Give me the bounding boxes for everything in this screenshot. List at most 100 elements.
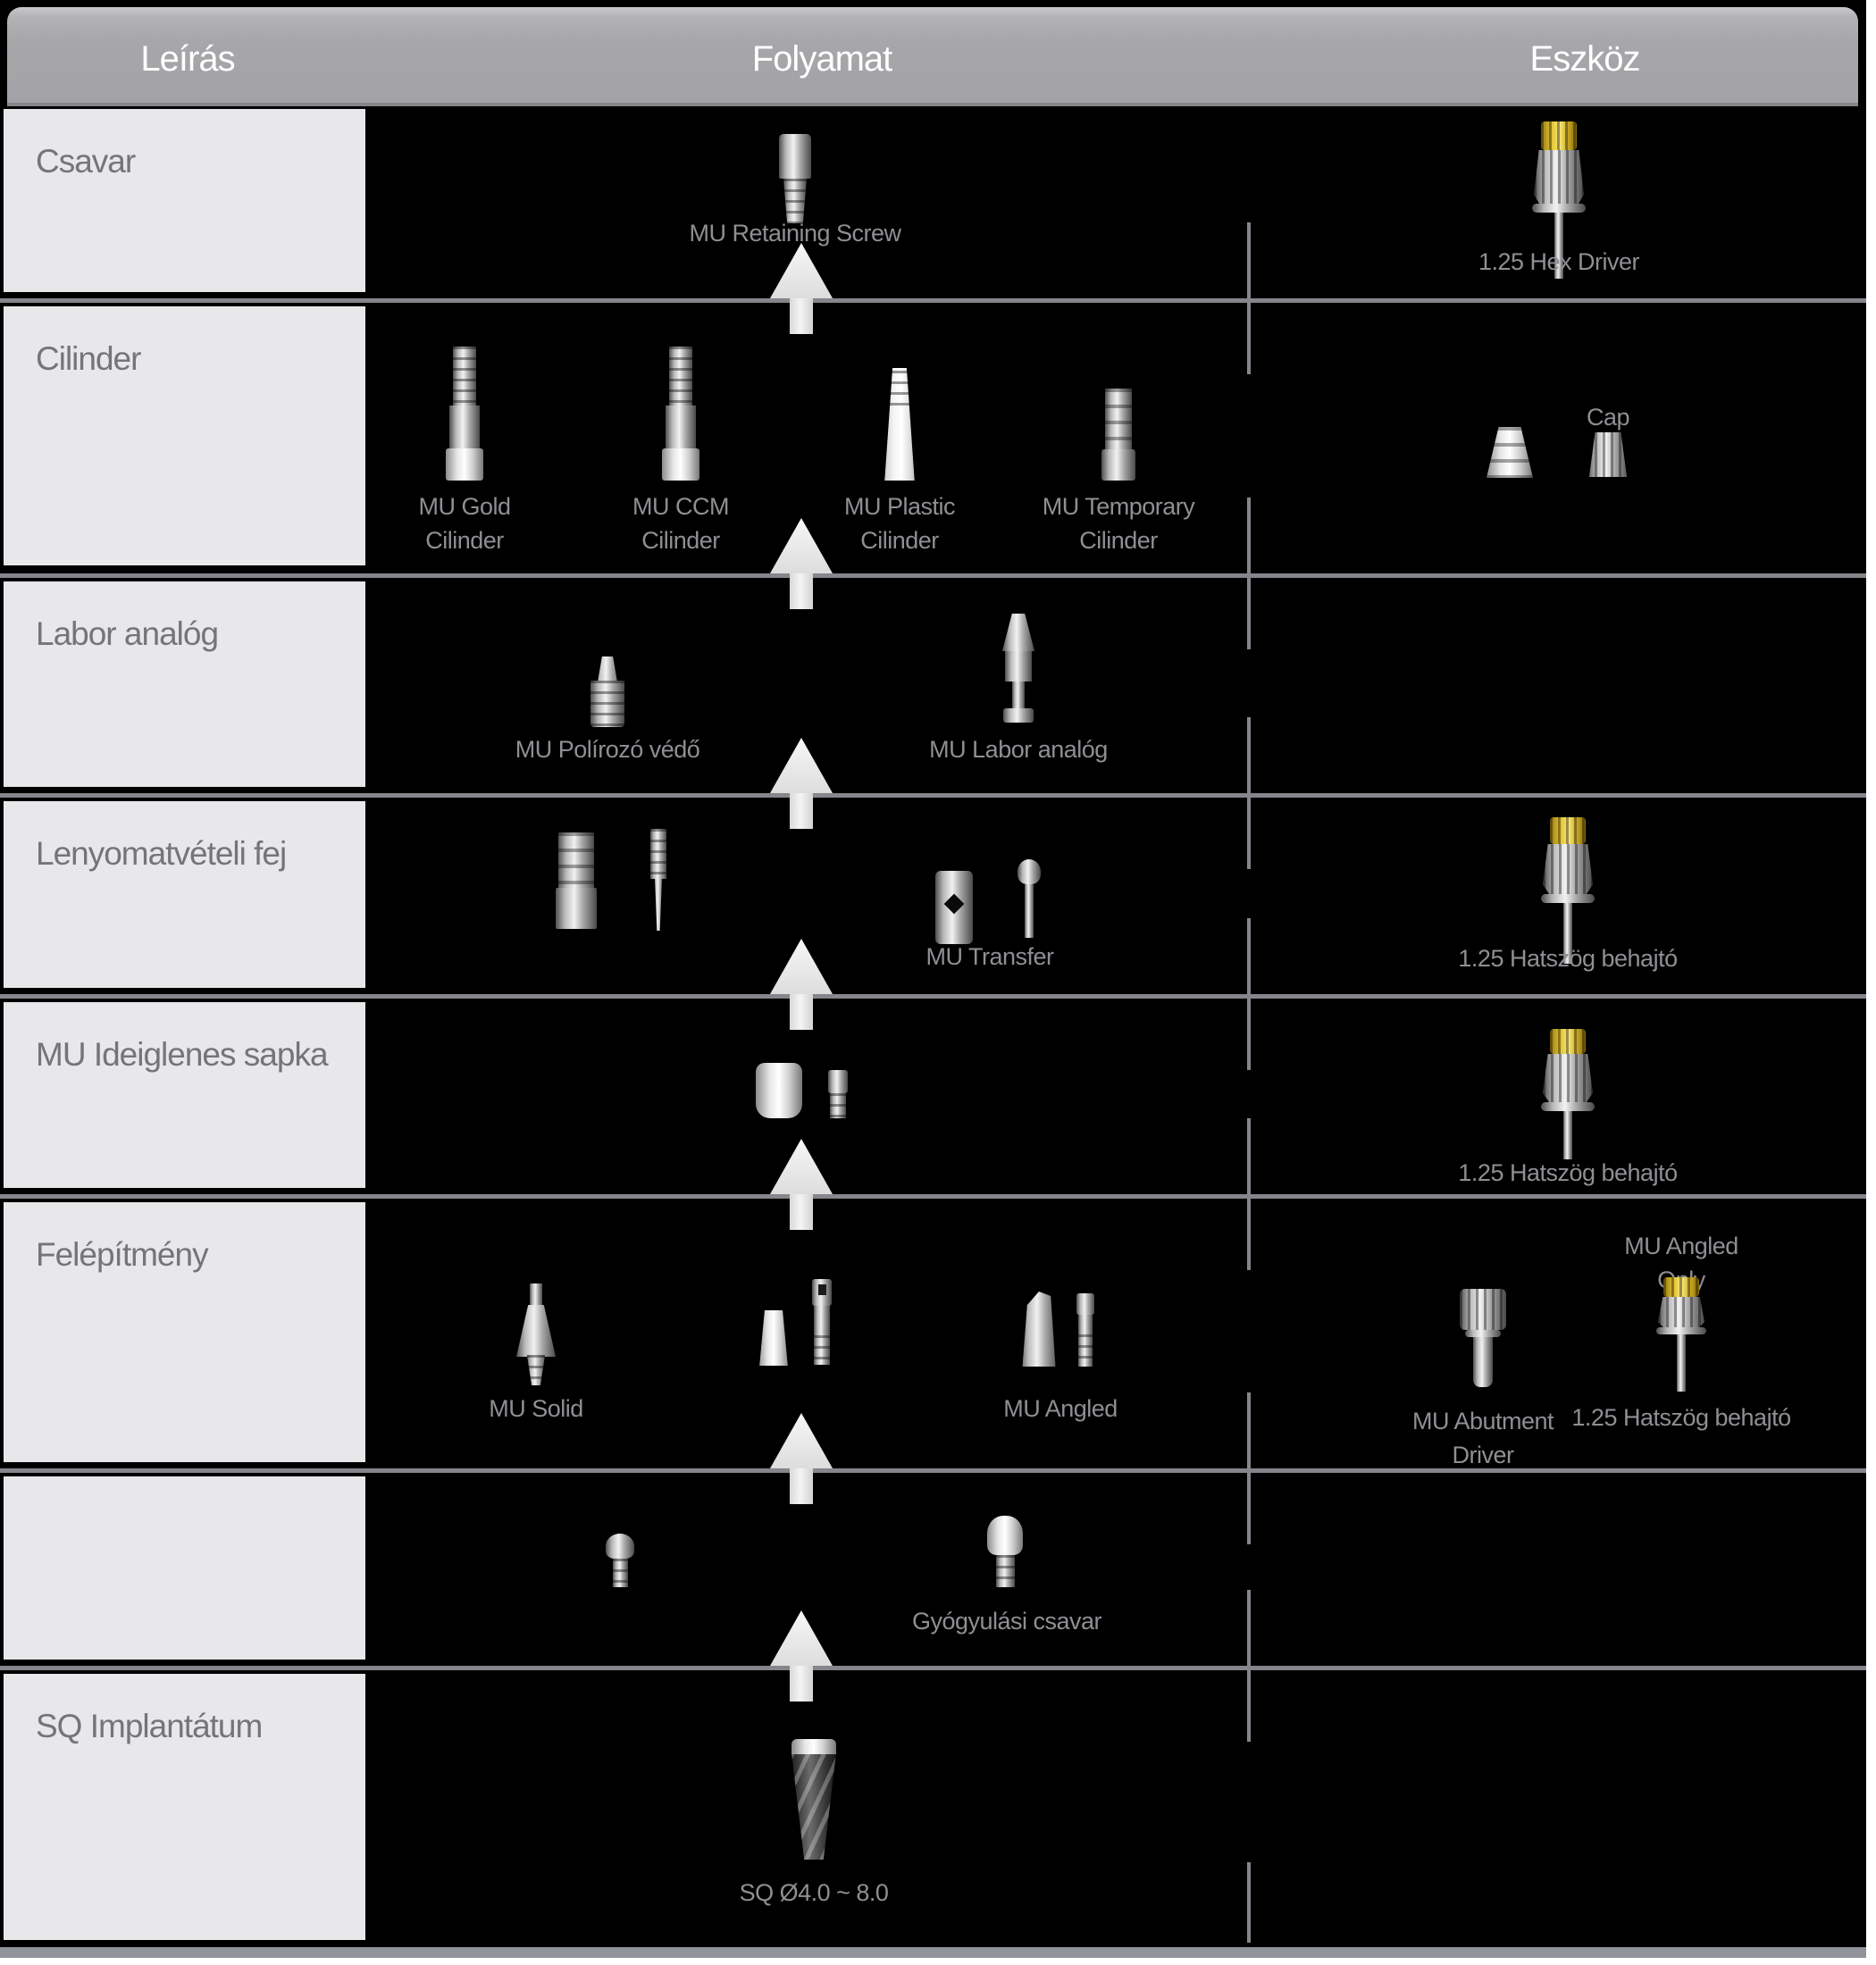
hex-driver-body [1534,150,1584,207]
row-divider [0,298,1866,303]
mu-ccm-cilinder-tube [669,347,692,407]
mu-abutment-screw-thread [814,1335,830,1365]
up-arrow-icon [770,939,833,1030]
caption-hatszog-behajto: 1.25 Hatszög behajtó [1571,1404,1791,1431]
mu-abutment-body [759,1310,788,1366]
header-process: Folyamat [751,39,892,79]
column-divider-segment [1247,1118,1251,1270]
impression-coping-body [558,832,594,888]
mu-labor-analog-cone [1002,614,1034,651]
mu-temporary-cap-screw-head [828,1070,848,1093]
header-tool: Eszköz [1529,39,1641,79]
up-arrow-icon [770,1413,833,1504]
column-divider-segment [1247,1590,1251,1742]
up-arrow-icon [770,738,833,829]
mu-retaining-screw-thread [783,179,807,223]
mu-solid-thread [526,1355,546,1385]
mu-transfer-pin-head [1018,859,1041,884]
column-divider-segment [1247,918,1251,1070]
mu-solid-cone [516,1305,556,1357]
mu-labor-analog-body [1005,651,1032,681]
healing-screw-large-thread [996,1555,1015,1587]
row-divider [0,573,1866,578]
mu-abutment-driver-cap [1460,1289,1506,1330]
row-label-csavar: Csavar [4,109,365,292]
mu-solid-post [530,1284,542,1307]
hex-driver-body [1543,844,1593,896]
column-divider-segment [1247,498,1251,649]
mu-abutment-screw-socket [818,1284,826,1295]
row-divider [0,1194,1866,1199]
healing-screw-small-thread [613,1559,628,1587]
mu-plastic-cilinder-ribs [889,371,910,412]
caption-mu-angled: MU Angled [1003,1395,1118,1422]
mu-gold-cilinder-tube [453,347,476,407]
caption-mu-transfer: MU Transfer [925,943,1054,970]
up-arrow-icon [770,518,833,609]
mu-temporary-cilinder-shaft [1105,389,1132,451]
table-header: Leírás Folyamat Eszköz [7,7,1858,106]
caption-mu-ccm-cilinder: MU CCM Cilinder [632,493,729,554]
mu-temporary-cap-image [756,1063,802,1118]
hex-driver-yellow-cap [1663,1277,1699,1297]
bottom-bar [0,1947,1866,1958]
row-label-lenyomatveteli-fej: Lenyomatvételi fej [4,801,365,988]
impression-pin-shaft [655,879,662,931]
caption-gyogyulasi-csavar: Gyógyulási csavar [911,1608,1102,1635]
row-label-cilinder: Cilinder [4,306,365,565]
hex-driver-body [1658,1297,1704,1329]
row-label-felepitmeny: Felépítmény [4,1202,365,1462]
caption-mu-plastic-cilinder: MU Plastic Cilinder [843,493,956,554]
column-divider-segment [1247,222,1251,374]
caption-hatszog-behajto: 1.25 Hatszög behajtó [1458,945,1678,972]
caption-cap: Cap [1586,404,1630,431]
caption-mu-gold-cilinder: MU Gold Cilinder [418,493,511,554]
row-label-labor-analog: Labor analóg [4,581,365,787]
mu-temporary-cap-screw-thread [830,1093,846,1118]
mu-ccm-cilinder-hex [666,406,696,450]
mu-gold-cilinder-hex [449,406,480,450]
column-divider-segment [1247,1862,1251,1943]
sq-implant-collar [791,1739,836,1755]
mu-transfer-pin-shaft [1025,884,1034,938]
mu-abutment-screw-shaft [814,1306,830,1365]
hex-driver-yellow-cap [1541,121,1577,150]
caption-hatszog-behajto: 1.25 Hatszög behajtó [1458,1159,1678,1186]
hex-driver-flange [1656,1327,1706,1334]
hex-driver-shaft [1563,903,1572,964]
hex-driver-yellow-cap [1550,1029,1586,1054]
healing-screw-small-head [606,1534,634,1559]
caption-mu-labor-analog: MU Labor analóg [929,736,1108,763]
row-label-empty [4,1476,365,1660]
column-divider-segment [1247,717,1251,869]
caption-mu-temporary-cilinder: MU Temporary Cilinder [1042,493,1195,554]
hex-driver-shaft [1563,1111,1572,1159]
mu-angled-screw-thread [1078,1334,1093,1367]
row-divider [0,994,1866,999]
impression-pin-head [650,829,666,879]
mu-angled-screw-head [1076,1293,1094,1315]
healing-screw-large-head [987,1516,1023,1555]
mu-polirozo-vedo-tip [598,656,617,681]
hex-driver-shaft [1554,213,1563,279]
mu-labor-analog-base [1003,708,1034,723]
hex-driver-yellow-cap [1550,817,1586,844]
hex-driver-flange [1541,894,1595,903]
mu-retaining-screw-image [779,134,811,179]
hex-driver-body [1543,1054,1593,1104]
cap-cone-image [1487,427,1533,478]
impression-coping-cuff [556,888,597,929]
row-label-sq-implantatum: SQ Implantátum [4,1674,365,1940]
hex-driver-flange [1532,204,1586,213]
hex-driver-shaft [1677,1334,1686,1392]
caption-mu-retaining-screw: MU Retaining Screw [689,220,901,247]
caption-hex-driver: 1.25 Hex Driver [1478,248,1640,275]
row-label-mu-ideiglenes-sapka: MU Ideiglenes sapka [4,1002,365,1188]
row-divider [0,1468,1866,1473]
mu-angled-screw-shaft [1078,1315,1093,1367]
mu-gold-cilinder-cuff [446,448,483,481]
caption-mu-abutment-driver: MU Abutment Driver [1411,1408,1554,1468]
row-divider [0,1666,1866,1670]
